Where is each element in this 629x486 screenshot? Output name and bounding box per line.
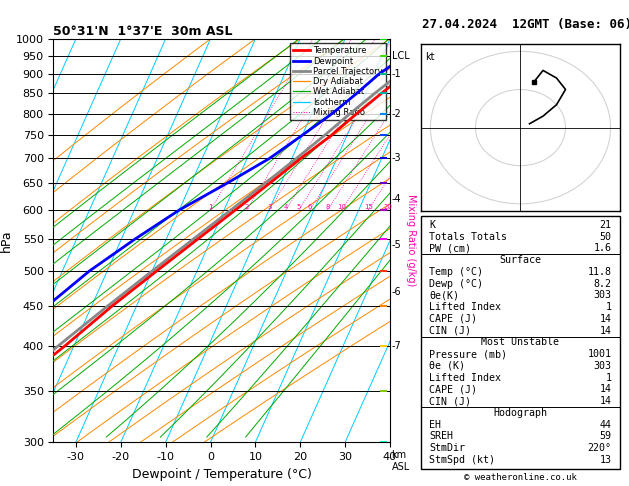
FancyBboxPatch shape: [421, 216, 620, 469]
Text: 13: 13: [599, 455, 611, 465]
Text: θe(K): θe(K): [430, 290, 459, 300]
Text: 10: 10: [337, 204, 346, 210]
Text: 50°31'N  1°37'E  30m ASL: 50°31'N 1°37'E 30m ASL: [53, 25, 233, 38]
X-axis label: Dewpoint / Temperature (°C): Dewpoint / Temperature (°C): [132, 468, 311, 481]
Text: Lifted Index: Lifted Index: [430, 373, 501, 382]
Text: -1: -1: [391, 69, 401, 79]
Text: 14: 14: [599, 326, 611, 336]
Text: 1: 1: [208, 204, 213, 210]
Text: kt: kt: [425, 52, 435, 62]
Text: 4: 4: [284, 204, 288, 210]
Text: 20: 20: [383, 204, 392, 210]
Text: StmSpd (kt): StmSpd (kt): [430, 455, 496, 465]
Text: CIN (J): CIN (J): [430, 326, 471, 336]
Text: 1: 1: [606, 302, 611, 312]
Text: 27.04.2024  12GMT (Base: 06): 27.04.2024 12GMT (Base: 06): [423, 18, 629, 31]
Text: CIN (J): CIN (J): [430, 396, 471, 406]
Text: θe (K): θe (K): [430, 361, 465, 371]
Text: Most Unstable: Most Unstable: [481, 337, 560, 347]
Text: 8: 8: [325, 204, 330, 210]
Text: Mixing Ratio (g/kg): Mixing Ratio (g/kg): [406, 194, 416, 287]
Text: K: K: [430, 220, 435, 230]
Text: Pressure (mb): Pressure (mb): [430, 349, 508, 359]
Text: StmDir: StmDir: [430, 443, 465, 453]
Text: 1.6: 1.6: [594, 243, 611, 253]
Text: 303: 303: [594, 290, 611, 300]
Text: -5: -5: [391, 241, 401, 250]
Text: EH: EH: [430, 419, 442, 430]
Text: -4: -4: [391, 194, 401, 204]
Text: Surface: Surface: [499, 255, 542, 265]
Text: PW (cm): PW (cm): [430, 243, 471, 253]
Text: Dewp (°C): Dewp (°C): [430, 278, 483, 289]
Text: -7: -7: [391, 341, 401, 351]
Text: -3: -3: [391, 154, 401, 163]
Text: CAPE (J): CAPE (J): [430, 314, 477, 324]
Text: 59: 59: [599, 432, 611, 441]
Y-axis label: hPa: hPa: [0, 229, 13, 252]
Text: -2: -2: [391, 109, 401, 119]
Text: 14: 14: [599, 396, 611, 406]
Text: 21: 21: [599, 220, 611, 230]
Text: 6: 6: [308, 204, 312, 210]
Text: Lifted Index: Lifted Index: [430, 302, 501, 312]
Text: CAPE (J): CAPE (J): [430, 384, 477, 394]
Text: -6: -6: [391, 287, 401, 297]
Text: 14: 14: [599, 384, 611, 394]
Text: 220°: 220°: [587, 443, 611, 453]
Text: 1001: 1001: [587, 349, 611, 359]
Text: 15: 15: [364, 204, 372, 210]
Text: 8.2: 8.2: [594, 278, 611, 289]
Text: km
ASL: km ASL: [391, 451, 410, 472]
Legend: Temperature, Dewpoint, Parcel Trajectory, Dry Adiabat, Wet Adiabat, Isotherm, Mi: Temperature, Dewpoint, Parcel Trajectory…: [289, 43, 386, 120]
Text: 303: 303: [594, 361, 611, 371]
Text: 2: 2: [245, 204, 249, 210]
Text: Hodograph: Hodograph: [494, 408, 547, 418]
Text: 11.8: 11.8: [587, 267, 611, 277]
Text: 50: 50: [599, 231, 611, 242]
Text: 3: 3: [267, 204, 272, 210]
Text: SREH: SREH: [430, 432, 454, 441]
Text: 14: 14: [599, 314, 611, 324]
Text: Temp (°C): Temp (°C): [430, 267, 483, 277]
Text: © weatheronline.co.uk: © weatheronline.co.uk: [464, 473, 577, 482]
Text: 1: 1: [606, 373, 611, 382]
Text: 44: 44: [599, 419, 611, 430]
Text: Totals Totals: Totals Totals: [430, 231, 508, 242]
Text: 5: 5: [297, 204, 301, 210]
Text: LCL: LCL: [391, 51, 409, 61]
